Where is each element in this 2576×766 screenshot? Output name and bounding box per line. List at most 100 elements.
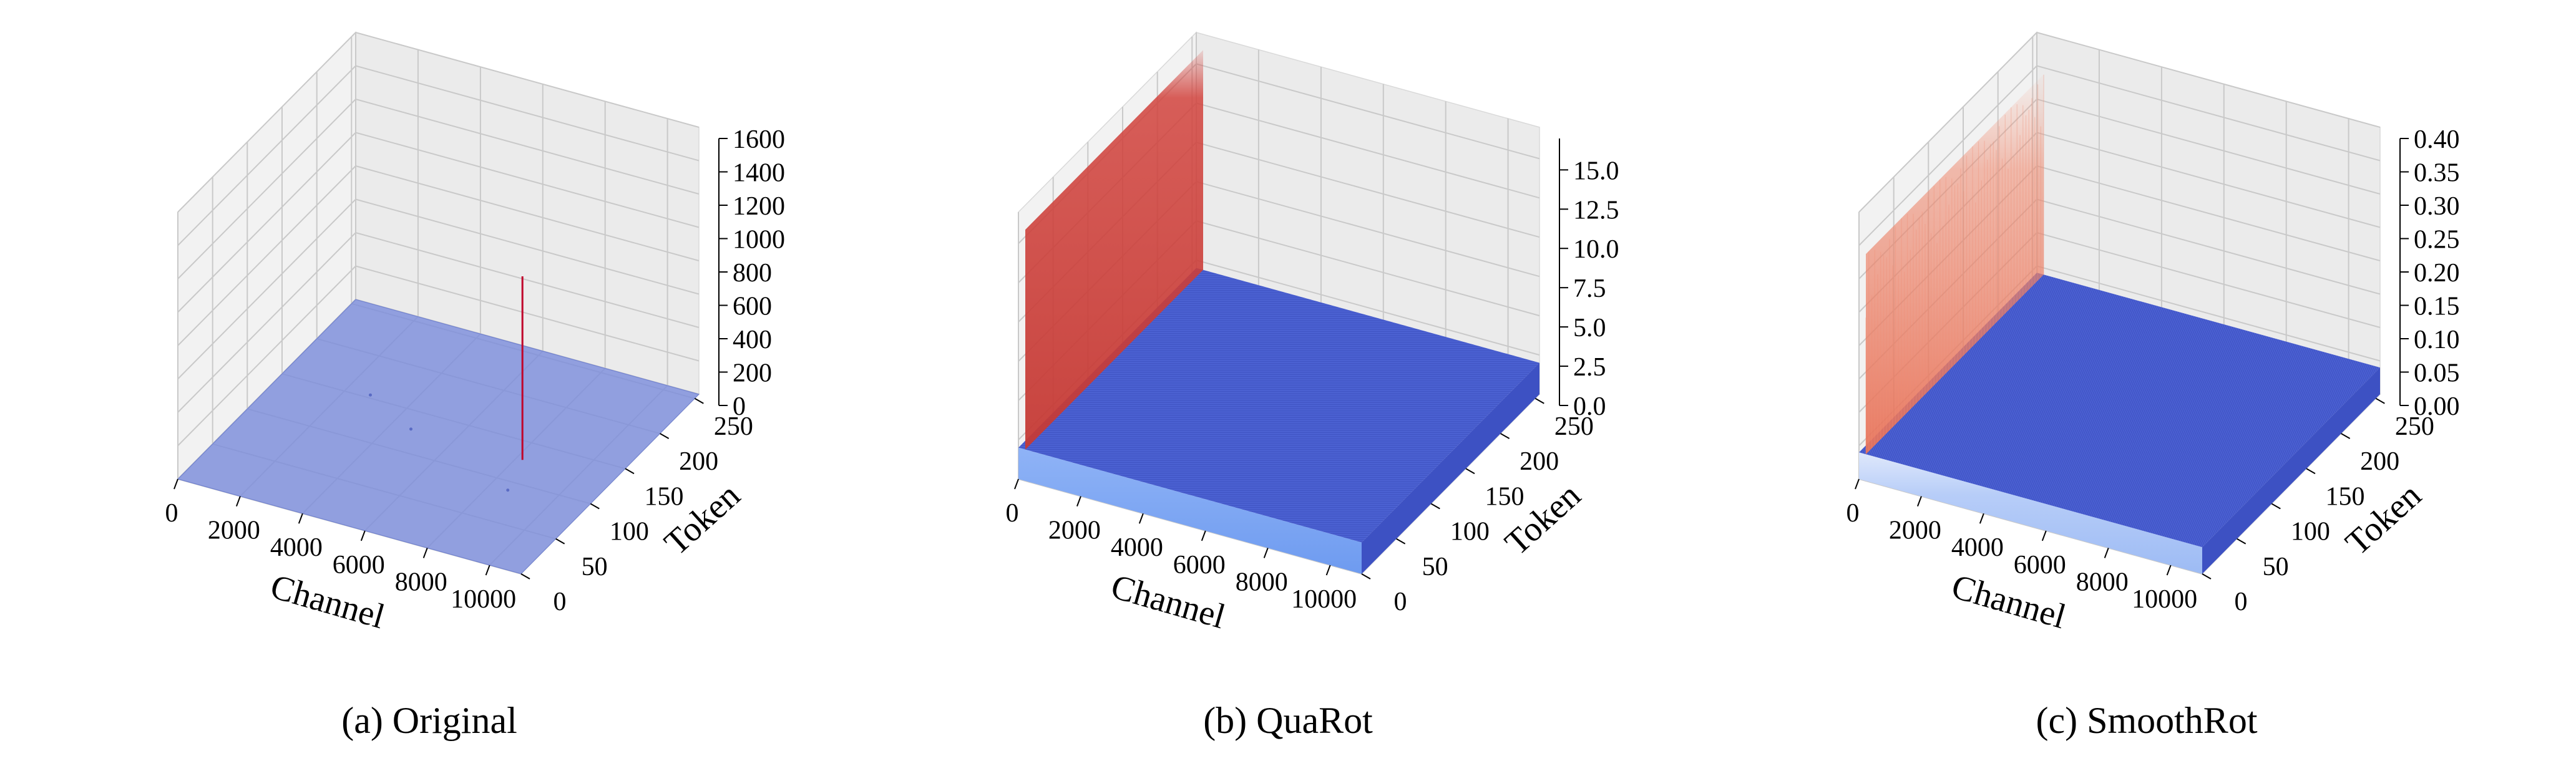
y-tick-label: 200	[1520, 447, 1559, 476]
x-tick	[2104, 548, 2109, 558]
x-tick	[1916, 496, 1922, 507]
y-tick-label: 100	[2291, 518, 2330, 546]
grid-z	[177, 165, 700, 346]
z-tick-label: 1400	[733, 159, 785, 188]
x-tick	[1201, 530, 1206, 541]
y-tick	[590, 503, 600, 510]
y-tick	[1500, 433, 1510, 439]
x-tick-label: 8000	[2076, 568, 2129, 596]
x-tick-label: 8000	[1236, 568, 1288, 596]
outlier-wall	[1866, 74, 2044, 455]
grid-z	[177, 231, 700, 413]
y-tick-label: 0	[1394, 588, 1407, 616]
x-tick	[1855, 478, 1860, 490]
z-tick-label: 0.0	[1573, 392, 1606, 421]
x-tick	[360, 530, 366, 541]
z-tick-label: 10.0	[1573, 235, 1619, 264]
x-tick	[1076, 496, 1081, 507]
y-tick	[2306, 468, 2316, 475]
x-tick	[1138, 513, 1144, 524]
x-tick-label: 2000	[208, 516, 260, 545]
surface-speck	[506, 488, 510, 492]
x-tick-label: 0	[165, 499, 178, 528]
z-tick-label: 5.0	[1573, 314, 1606, 342]
activation-side-face	[2202, 367, 2380, 574]
z-tick-label: 15.0	[1573, 157, 1619, 185]
x-tick	[485, 565, 490, 576]
z-tick-label: 200	[733, 359, 772, 388]
z-tick-label: 0.10	[2414, 326, 2460, 354]
x-tick	[1325, 565, 1331, 576]
activation-floor	[177, 299, 700, 574]
grid-z	[177, 98, 700, 279]
grid-z	[1858, 65, 2381, 246]
z-tick-label: 1000	[733, 226, 785, 255]
y-tick	[555, 538, 565, 545]
activation-floor	[1018, 268, 1539, 543]
x-tick	[2041, 530, 2047, 541]
y-tick	[660, 433, 670, 439]
x-tick	[1263, 548, 1269, 558]
z-tick-label: 600	[733, 293, 772, 321]
x-tick	[298, 513, 303, 524]
y-tick	[2237, 538, 2247, 545]
y-tick	[2341, 433, 2351, 439]
y-tick-label: 0	[554, 588, 567, 616]
z-tick-label: 0.05	[2414, 359, 2460, 388]
y-tick	[1465, 468, 1475, 475]
x-tick-label: 10000	[451, 585, 516, 614]
x-tick-label: 2000	[1048, 516, 1101, 545]
activation-front-face	[1859, 452, 2202, 574]
x-tick-label: 6000	[1173, 551, 1226, 579]
z-tick-label: 1600	[733, 125, 785, 154]
x-tick-label: 4000	[1111, 533, 1163, 562]
grid-z	[177, 132, 700, 313]
z-axis: 0.0 2.5 5.0 7.5 10.0 12.5 15.0	[1559, 138, 1619, 421]
x-tick-label: 6000	[333, 551, 385, 579]
x-tick	[1979, 513, 1984, 524]
caption-smoothrot: (c) SmoothRot	[2036, 700, 2258, 741]
data-surface	[1018, 50, 1539, 574]
grid-z	[177, 31, 700, 213]
y-tick	[2271, 503, 2281, 510]
x-tick	[1014, 478, 1019, 490]
y-tick	[520, 573, 530, 579]
y-tick	[1396, 538, 1406, 545]
x-tick-label: 0	[1847, 499, 1860, 528]
z-tick-label: 800	[733, 259, 772, 288]
grid-z	[177, 265, 700, 447]
y-tick-label: 50	[582, 553, 608, 581]
z-tick-label: 400	[733, 326, 772, 354]
subplot-quarot: 0.02.55.07.510.012.515.0 0 2000 4000 6000 800…	[1006, 31, 1619, 636]
y-tick-label: 100	[610, 518, 649, 546]
y-tick-label: 0	[2235, 588, 2248, 616]
z-tick-label: 0	[733, 392, 746, 421]
z-tick-label: 0.20	[2414, 259, 2460, 288]
y-tick-label: 100	[1450, 518, 1490, 546]
y-tick-label: 200	[2360, 447, 2399, 476]
y-tick-label: 50	[2263, 553, 2289, 581]
y-tick-label: 250	[1554, 412, 1594, 441]
x-tick-label: 10000	[1291, 585, 1357, 614]
z-tick-label: 0.40	[2414, 125, 2460, 154]
x-tick	[422, 548, 428, 558]
x-tick-label: 4000	[1951, 533, 2004, 562]
y-tick-label: 150	[644, 482, 683, 511]
y-tick	[1361, 573, 1371, 579]
outlier-wall-streaks	[1865, 74, 2044, 455]
data-surface	[177, 276, 700, 574]
y-tick	[2375, 397, 2385, 404]
y-tick	[1430, 503, 1440, 510]
activation-side-face	[1362, 362, 1539, 574]
x-tick-label: 6000	[2014, 551, 2066, 579]
activation-front-face	[1018, 447, 1362, 574]
y-tick	[625, 468, 635, 475]
subplot-smoothrot: 0.00 0.05 0.10 0.15 0.20 0.25 0.30 0.35 0.40 0 200…	[1847, 31, 2460, 636]
outlier-wall	[1025, 50, 1203, 450]
z-tick-label: 0.30	[2414, 192, 2460, 221]
grid-z	[177, 65, 700, 246]
subplot-original: 0200400600800100012001400160002000400060…	[165, 31, 785, 636]
y-tick	[694, 397, 704, 404]
grid-z	[1858, 31, 2381, 213]
